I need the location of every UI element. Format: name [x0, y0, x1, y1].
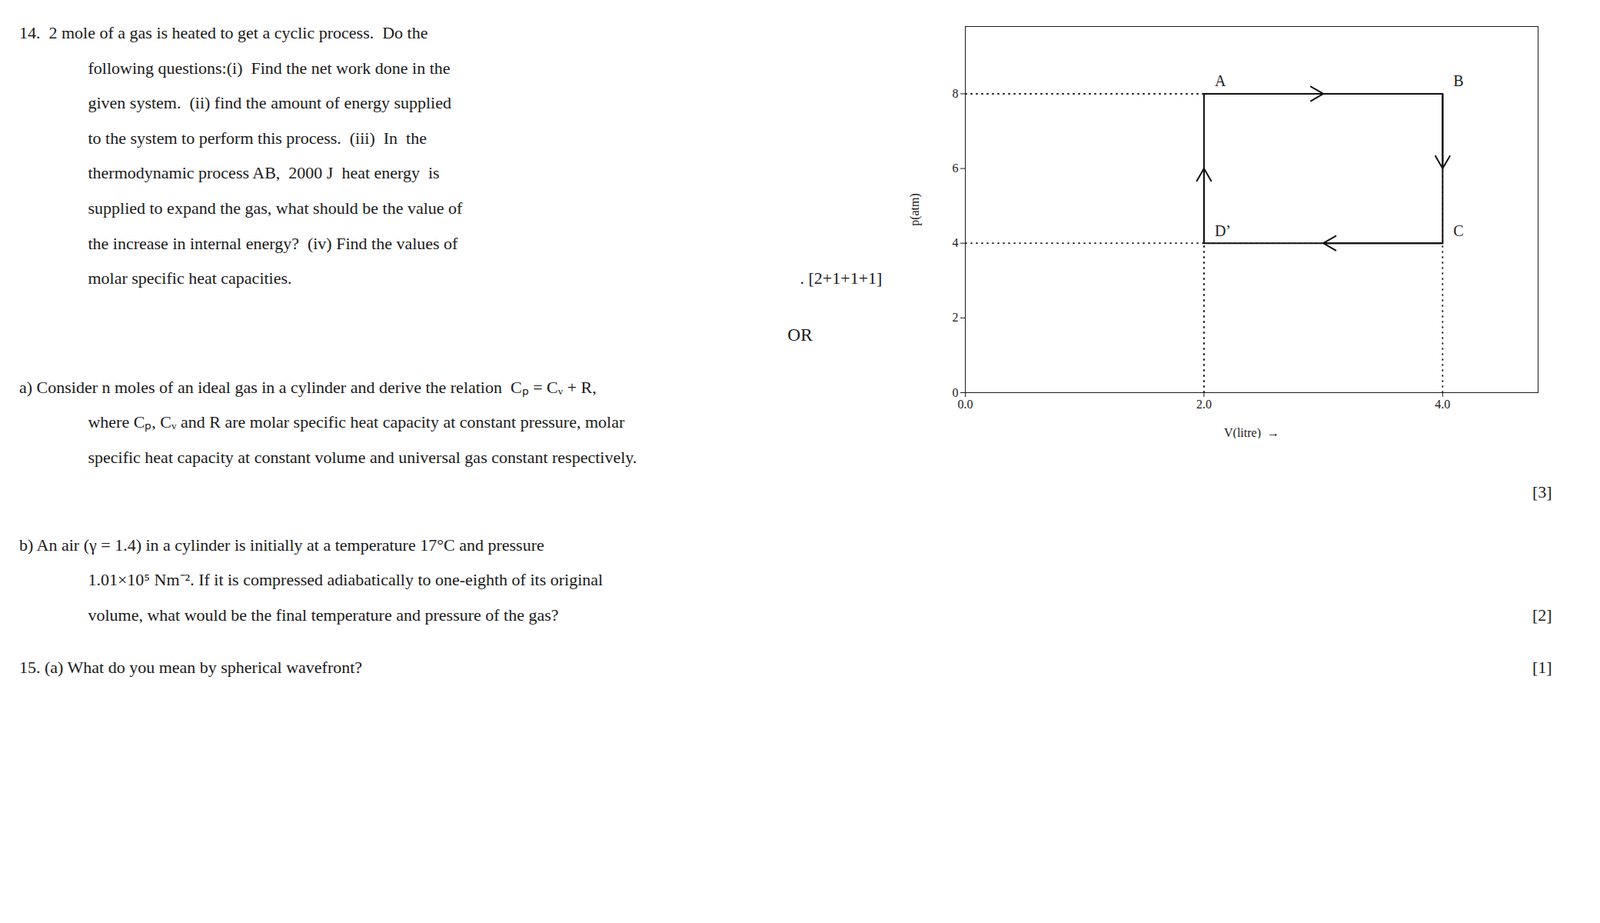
html-text:OR: OR: [787, 324, 813, 345]
html-text:following questions:(i) Find t: following questions:(i) Find the net wor…: [88, 58, 451, 78]
svg-text:C: C: [1453, 222, 1464, 240]
svg-text:4.0: 4.0: [1434, 397, 1451, 411]
svg-text:B: B: [1453, 72, 1464, 90]
html-text:where Cₚ, Cᵥ and R are molar s: where Cₚ, Cᵥ and R are molar specific he…: [88, 412, 625, 432]
html-text:the increase in internal energ: the increase in internal energy? (iv) Fi…: [88, 233, 458, 253]
html-text:[1]: [1]: [1532, 657, 1553, 677]
svg-text:D’: D’: [1214, 222, 1231, 240]
svg-text:0.0: 0.0: [958, 397, 974, 411]
html-text:[2]: [2]: [1532, 605, 1553, 625]
html-text:molar specific heat capacities: molar specific heat capacities.: [88, 268, 292, 288]
html-text:to the system to perform this: to the system to perform this process. (…: [88, 128, 427, 148]
svg-text:2: 2: [952, 310, 959, 324]
html-text:b) An air (γ = 1.4) in a cylin: b) An air (γ = 1.4) in a cylinder is ini…: [19, 534, 545, 555]
html-text:volume, what would be the fina: volume, what would be the final temperat…: [88, 605, 559, 625]
html-text:supplied to expand the gas, wh: supplied to expand the gas, what should …: [88, 198, 463, 218]
svg-text:p(atm): p(atm): [908, 192, 922, 227]
svg-text:2.0: 2.0: [1196, 397, 1212, 411]
html-text:15. (a) What do you mean by sp: 15. (a) What do you mean by spherical wa…: [19, 657, 363, 677]
svg-text:4: 4: [952, 236, 959, 250]
svg-text:6: 6: [952, 161, 959, 175]
svg-text:V(litre) →: V(litre) →: [1224, 425, 1280, 440]
html-text:given system. (ii) find the am: given system. (ii) find the amount of en…: [88, 93, 452, 113]
html-text:1.01×10⁵ Nm⁻². If it is compre: 1.01×10⁵ Nm⁻². If it is compressed adiab…: [88, 570, 603, 590]
html-text:a) Consider n moles of an idea: a) Consider n moles of an ideal gas in a…: [19, 377, 597, 397]
html-text:thermodynamic process AB, 2000: thermodynamic process AB, 2000 J heat en…: [88, 163, 440, 183]
svg-text:A: A: [1214, 72, 1227, 90]
svg-text:0: 0: [952, 385, 959, 399]
html-text:specific heat capacity at cons: specific heat capacity at constant volum…: [88, 447, 637, 467]
html-text:. [2+1+1+1]: . [2+1+1+1]: [800, 268, 883, 288]
svg-text:8: 8: [952, 86, 959, 100]
html-text:14. 2 mole of a gas is heated: 14. 2 mole of a gas is heated to get a c…: [19, 23, 428, 43]
html-text:[3]: [3]: [1532, 482, 1553, 502]
